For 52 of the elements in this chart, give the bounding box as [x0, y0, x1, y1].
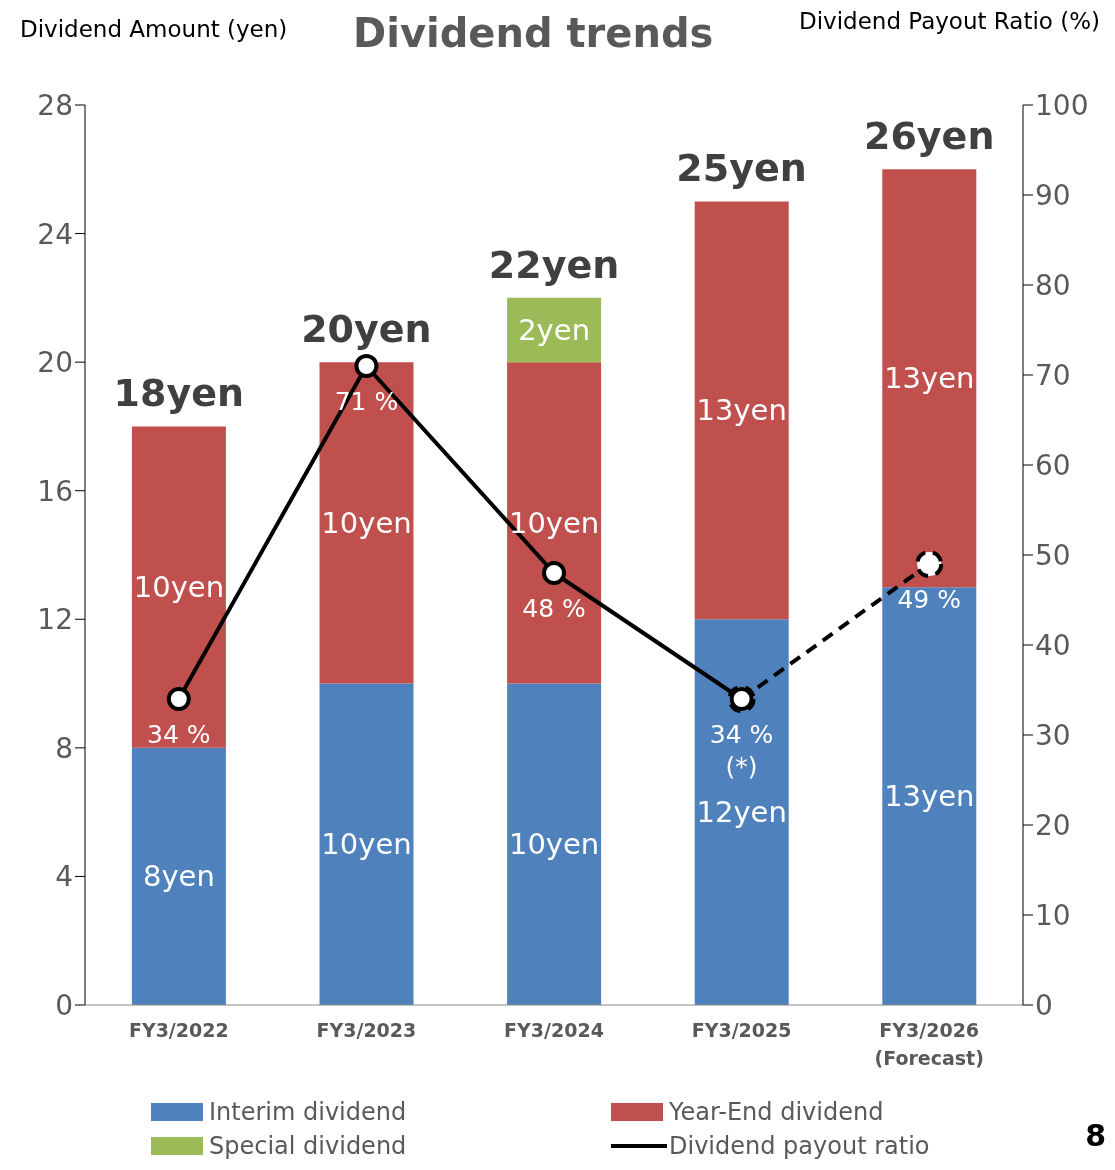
- data-label: 34 %: [147, 720, 211, 749]
- y-tick-label: 8: [55, 731, 73, 765]
- y2-tick-label: 70: [1035, 358, 1071, 392]
- x-tick-label: FY3/2023: [316, 1019, 417, 1041]
- data-label: 34 % (*): [709, 720, 774, 781]
- y-tick-label: 16: [37, 474, 73, 508]
- text: 8: [1085, 1118, 1106, 1153]
- y2-tick-label: 80: [1035, 268, 1071, 302]
- data-label: 10yen: [508, 505, 600, 540]
- y-tick-label: 28: [37, 88, 73, 122]
- data-label: 10yen: [321, 827, 412, 862]
- total-label: 25yen: [676, 146, 807, 191]
- legend-label: Dividend payout ratio: [669, 1132, 930, 1160]
- y2-tick-label: 0: [1035, 988, 1053, 1022]
- y2-tick-label: 100: [1035, 88, 1089, 122]
- data-label: 2yen: [518, 313, 591, 347]
- y-axis-title: Dividend Amount (yen): [20, 16, 288, 42]
- y-tick-label: 4: [55, 860, 73, 894]
- data-label: 13yen: [884, 361, 975, 396]
- data-label: 8yen: [142, 859, 215, 894]
- total-label: 20yen: [301, 307, 432, 352]
- data-label: 13yen: [696, 393, 787, 428]
- data-label: 13yen: [884, 779, 975, 814]
- y2-tick-label: 40: [1035, 628, 1071, 662]
- y-tick-label: 20: [37, 346, 73, 380]
- chart-title: Dividend trends: [353, 10, 714, 56]
- y-tick-label: 0: [55, 988, 73, 1022]
- data-label: 10yen: [508, 827, 600, 862]
- legend-label: Year-End dividend: [669, 1098, 884, 1126]
- y2-tick-label: 90: [1035, 178, 1071, 212]
- total-label: 22yen: [488, 242, 620, 287]
- legend-label: Interim dividend: [209, 1098, 407, 1126]
- data-label: 49 %: [897, 585, 961, 614]
- y2-tick-label: 10: [1035, 898, 1071, 932]
- y2-tick-label: 20: [1035, 808, 1071, 842]
- total-label: 26yen: [863, 114, 995, 159]
- y2-tick-label: 30: [1035, 718, 1071, 752]
- y-tick-label: 24: [37, 217, 73, 251]
- x-tick-label: FY3/2025: [691, 1019, 792, 1041]
- data-label: 12yen: [696, 795, 787, 830]
- y2-axis-title: Dividend Payout Ratio (%): [798, 8, 1100, 34]
- legend-label: Special dividend: [209, 1132, 407, 1160]
- data-label: 10yen: [321, 505, 412, 540]
- y-tick-label: 12: [37, 603, 73, 637]
- x-tick-label: FY3/2022: [128, 1019, 229, 1041]
- data-label: 10yen: [133, 570, 225, 605]
- total-label: 18yen: [113, 371, 245, 416]
- y2-tick-label: 60: [1035, 448, 1071, 482]
- y2-tick-label: 50: [1035, 538, 1071, 572]
- x-tick-label: FY3/2026 (Forecast): [874, 1019, 984, 1069]
- x-tick-label: FY3/2024: [504, 1019, 604, 1041]
- data-label: 48 %: [522, 594, 586, 623]
